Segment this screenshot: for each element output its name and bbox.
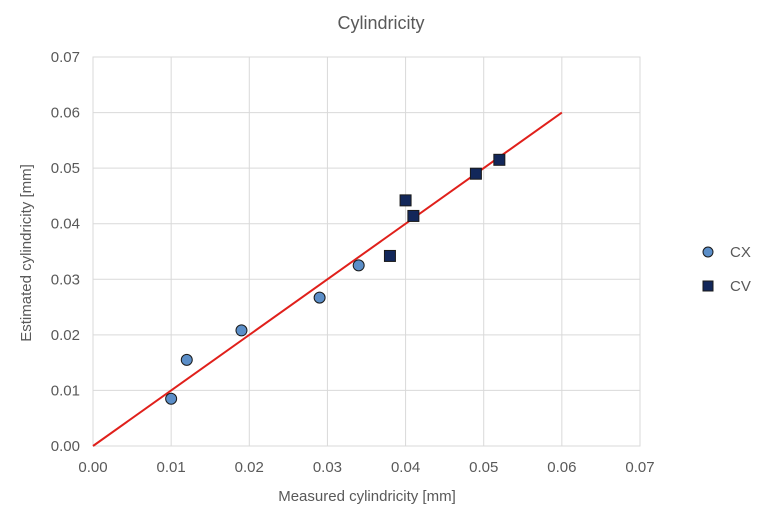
x-tick-label: 0.02 [235,459,264,476]
legend-label-cv: CV [730,278,751,295]
x-tick-label: 0.05 [469,459,498,476]
point-cv [493,153,506,166]
point-cv [383,249,396,262]
point-cx [352,259,365,272]
y-tick-label: 0.02 [51,327,80,344]
plot-area-border [92,56,641,447]
x-axis-tick-labels: 0.00 0.01 0.02 0.03 0.04 0.05 0.06 0.07 [78,459,654,476]
point-cx [313,291,326,304]
chart-title: Cylindricity [337,13,424,33]
point-cx [235,324,248,337]
legend: CX CV [702,244,751,295]
reference-line-segment [92,111,563,447]
y-axis-title: Estimated cylindricity [mm] [18,164,35,342]
y-tick-label: 0.04 [51,216,80,233]
point-cv [399,194,412,207]
y-tick-label: 0.06 [51,105,80,122]
x-tick-label: 0.03 [313,459,342,476]
y-tick-label: 0.01 [51,382,80,399]
x-axis-title: Measured cylindricity [mm] [278,488,456,505]
x-tick-label: 0.00 [78,459,107,476]
y-tick-label: 0.05 [51,160,80,177]
x-tick-label: 0.04 [391,459,420,476]
x-tick-label: 0.07 [625,459,654,476]
y-tick-label: 0.07 [51,49,80,66]
x-tick-label: 0.01 [157,459,186,476]
point-cx [165,392,178,405]
point-cx [180,353,193,366]
point-cv [469,167,482,180]
y-tick-label: 0.00 [51,438,80,455]
point-cv [407,209,420,222]
legend-label-cx: CX [730,244,751,261]
legend-marker-cv [702,280,714,292]
data-points [165,153,506,405]
legend-marker-cx [702,246,714,258]
reference-line [92,111,563,447]
y-axis-tick-labels: 0.00 0.01 0.02 0.03 0.04 0.05 0.06 0.07 [51,49,80,455]
x-tick-label: 0.06 [547,459,576,476]
y-tick-label: 0.03 [51,271,80,288]
